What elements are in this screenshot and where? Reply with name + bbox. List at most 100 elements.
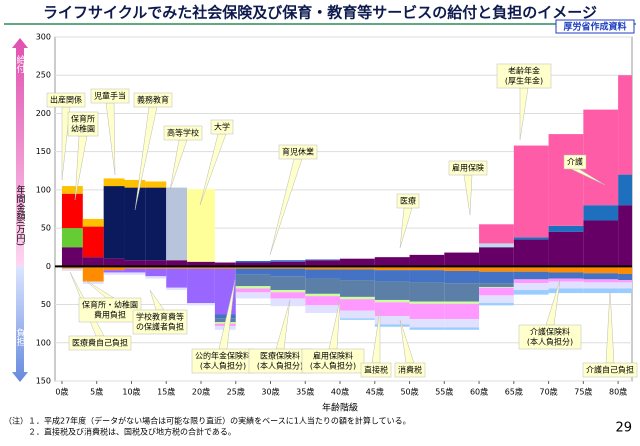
- callout-box: [191, 348, 255, 374]
- area-segment: [187, 261, 215, 267]
- area-segment: [82, 257, 104, 267]
- y-tick-label: 100: [36, 338, 51, 347]
- callout-box: [90, 88, 130, 104]
- area-segment: [235, 266, 271, 269]
- source: 厚労省作成資料: [563, 21, 626, 33]
- area-segment: [409, 266, 445, 271]
- area-segment: [270, 260, 306, 262]
- area-segment: [340, 258, 375, 267]
- annotation: 児童手当: [94, 91, 126, 101]
- area-segment: [409, 270, 445, 283]
- page-number: 29: [615, 421, 632, 436]
- area-segment: [374, 302, 410, 317]
- area-segment: [618, 205, 632, 267]
- y-tick-label: 150: [36, 377, 51, 386]
- area-segment: [82, 218, 104, 227]
- area-segment: [340, 280, 375, 297]
- x-tick-label: 25歳: [227, 387, 245, 397]
- area-segment: [513, 283, 549, 291]
- area-segment: [103, 272, 125, 275]
- annotation: 学校教育費等: [136, 312, 184, 322]
- area-segment: [618, 75, 632, 175]
- area-segment: [583, 279, 619, 283]
- area-segment: [409, 319, 445, 328]
- annotation: 費用負担: [94, 310, 126, 320]
- annotation: 大学: [214, 122, 230, 132]
- burden-arrow: [12, 266, 28, 382]
- area-segment: [145, 181, 167, 188]
- area-segment: [235, 286, 271, 289]
- area-segment: [374, 270, 410, 282]
- x-tick-label: 55歳: [435, 387, 453, 397]
- area-segment: [82, 266, 104, 282]
- area-segment: [513, 279, 549, 284]
- annotation: 医療保険料: [260, 351, 300, 361]
- area-segment: [124, 266, 146, 269]
- x-tick-label: 75歳: [574, 387, 592, 397]
- x-tick-label: 65歳: [505, 387, 523, 397]
- callout-box: [582, 362, 638, 378]
- area-segment: [374, 299, 410, 303]
- area-segment: [444, 270, 480, 284]
- annotation: 保育所: [71, 114, 95, 124]
- area-segment: [479, 286, 514, 288]
- area-segment: [270, 298, 306, 307]
- area-segment: [145, 187, 167, 261]
- area-segment: [340, 296, 375, 300]
- area-segment: [103, 266, 125, 271]
- x-tick-label: 30歳: [261, 387, 279, 397]
- area-segment: [166, 268, 188, 288]
- area-segment: [61, 186, 83, 194]
- area-segment: [270, 266, 306, 269]
- area-segment: [409, 301, 445, 304]
- area-segment: [479, 247, 514, 267]
- area-segment: [305, 305, 341, 313]
- annotation: 医療費自己負担: [72, 338, 128, 348]
- annotation: 育児休業: [282, 147, 314, 157]
- area-segment: [214, 314, 236, 319]
- y-tick-label: 0: [46, 262, 51, 271]
- area-segment: [145, 276, 167, 279]
- x-tick-label: 0歳: [55, 387, 68, 397]
- area-segment: [618, 280, 632, 283]
- area-segment: [548, 272, 584, 279]
- area-segment: [187, 266, 215, 269]
- area-segment: [61, 193, 83, 229]
- area-segment: [444, 303, 480, 320]
- area-segment: [214, 262, 236, 267]
- annotation: (本人負担分): [527, 337, 573, 347]
- area-segment: [583, 220, 619, 267]
- area-segment: [479, 271, 514, 284]
- area-segment: [235, 292, 271, 299]
- callout-box: [448, 160, 488, 176]
- y-tick-label: 250: [36, 71, 51, 80]
- area-segment: [235, 288, 271, 293]
- area-segment: [618, 288, 632, 294]
- area-segment: [548, 288, 584, 294]
- y-tick-label: 100: [36, 185, 51, 194]
- annotation: 高等学校: [167, 128, 199, 138]
- annotation: 幼稚園: [71, 124, 95, 134]
- area-segment: [145, 260, 167, 267]
- area-segment: [479, 303, 514, 306]
- x-tick-label: 45歳: [366, 387, 384, 397]
- area-segment: [103, 186, 125, 259]
- area-segment: [583, 109, 619, 206]
- area-segment: [340, 318, 375, 320]
- area-segment: [61, 266, 83, 269]
- annotation: (本人負担分): [200, 361, 246, 371]
- callout-box: [163, 125, 203, 141]
- area-segment: [235, 262, 271, 267]
- y-label-top: 給付: [15, 54, 26, 74]
- area-segment: [305, 266, 341, 270]
- area-segment: [124, 187, 146, 261]
- callout-box: [518, 324, 582, 350]
- area-segment: [187, 303, 215, 306]
- area-segment: [444, 252, 480, 267]
- area-segment: [82, 281, 104, 284]
- x-tick-label: 5歳: [90, 387, 103, 397]
- x-tick-label: 80歳: [609, 387, 627, 397]
- area-segment: [513, 290, 549, 295]
- annotation: (本人負担分): [257, 361, 303, 371]
